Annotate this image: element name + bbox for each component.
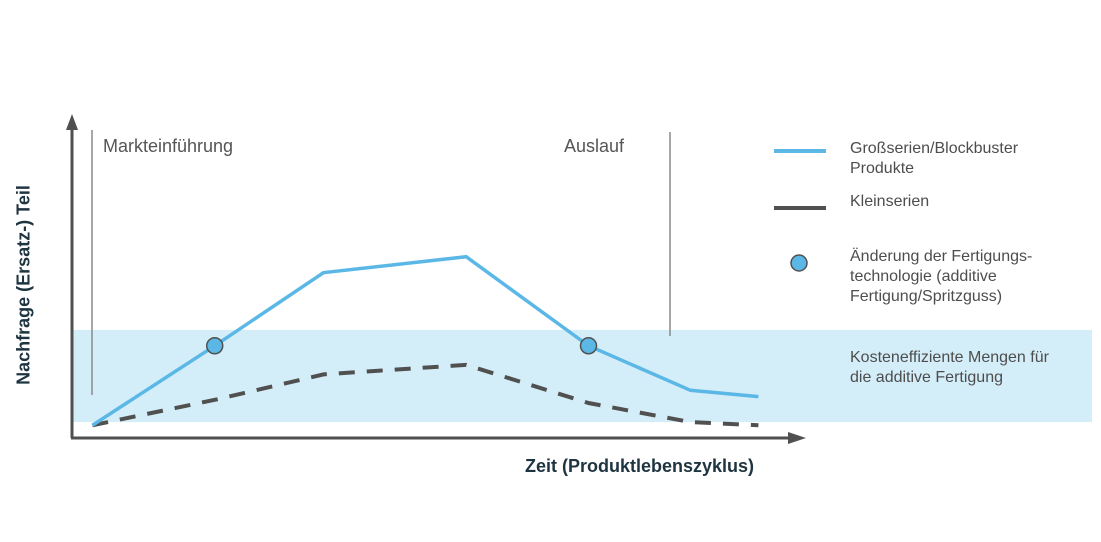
series-line-kleinserien	[91, 362, 759, 428]
technology-change-marker-1	[205, 337, 224, 355]
technology-change-marker-2	[579, 337, 598, 355]
legend-label-technologie: Änderung der Fertigungs- technologie (ad…	[850, 248, 1033, 305]
y-axis-arrow-icon	[66, 114, 78, 130]
x-axis-arrow-icon	[788, 432, 806, 444]
phase-lines	[91, 130, 671, 395]
y-axis-label: Nachfrage (Ersatz-) Teil	[13, 185, 34, 385]
phase-label-auslauf: Auslauf	[564, 136, 625, 156]
legend-label-grossserien: Großserien/Blockbuster Produkte	[850, 140, 1019, 177]
circle-marker-icon	[790, 254, 808, 272]
markers	[205, 337, 598, 355]
x-axis-label: Zeit (Produktlebenszyklus)	[525, 456, 755, 476]
legend-label-kleinserien: Kleinserien	[850, 193, 930, 210]
phase-label-markteinfuehrung: Markteinführung	[103, 136, 234, 156]
band-label: Kosteneffiziente Mengen für die additive…	[850, 349, 1049, 386]
